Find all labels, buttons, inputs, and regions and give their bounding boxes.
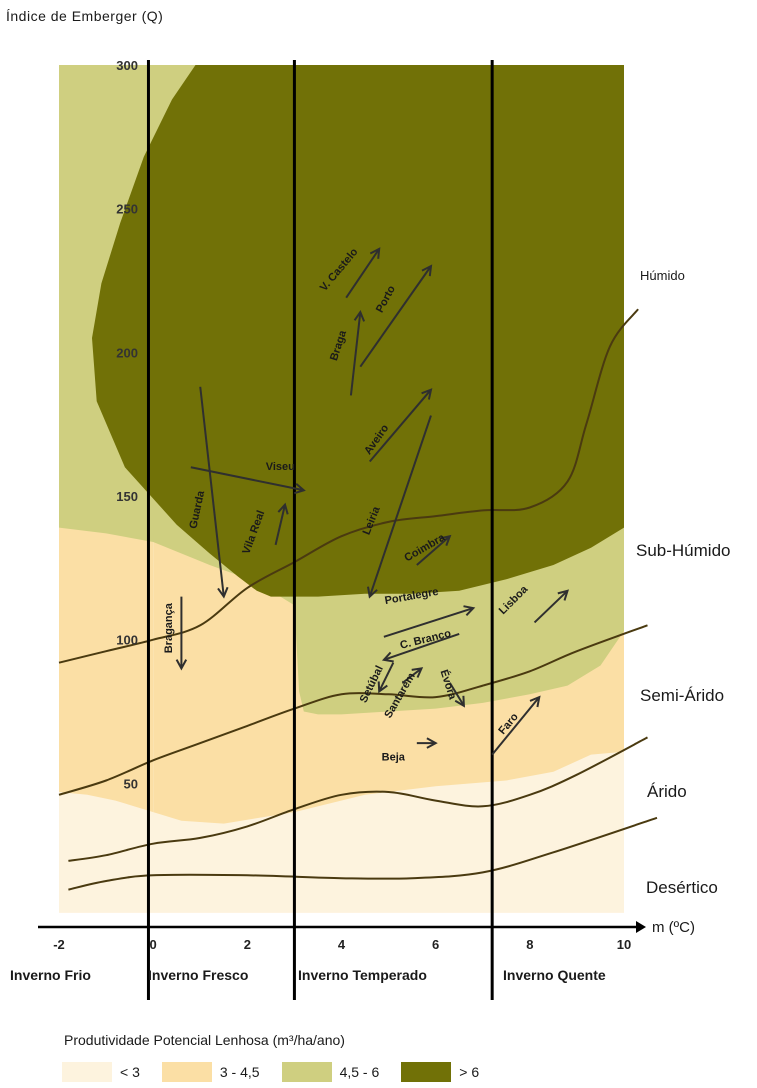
shift-arrow-line (383, 632, 460, 661)
shift-arrow-head (381, 651, 394, 663)
x-tick-label: 6 (432, 937, 439, 952)
shift-arrow-head (175, 659, 188, 671)
shift-arrow-line (383, 607, 474, 638)
winter-class-label: Inverno Frio (10, 967, 91, 983)
y-tick-label: 100 (116, 633, 138, 648)
chart-svg: m (ºC) -2 0 2 4 6 8 10 50 100 150 200 250 300 Húmido… (10, 58, 731, 1000)
winter-class-label: Inverno Fresco (148, 967, 248, 983)
shift-arrow-line (402, 667, 423, 684)
shift-arrow-head (377, 681, 388, 694)
y-axis-title: Índice de Emberger (Q) (6, 8, 164, 24)
shift-arrow-head (277, 502, 289, 515)
climate-zone-label: Desértico (646, 878, 718, 897)
zone-boundary-3 (58, 308, 639, 664)
x-axis-title: m (ºC) (652, 919, 695, 936)
shift-arrow-line (448, 682, 465, 707)
y-tick-label: 300 (116, 58, 138, 73)
winter-class-labels: Inverno Frio Inverno Fresco Inverno Temper… (10, 967, 606, 983)
climate-zone-label: Sub-Húmido (636, 541, 731, 560)
x-tick-label: 10 (617, 937, 631, 952)
shift-arrow-head (421, 388, 433, 400)
winter-dividers (146, 60, 494, 1000)
y-tick-label: 200 (116, 345, 138, 360)
zone-boundary-2 (58, 624, 648, 796)
legend-label-lt3: < 3 (120, 1064, 140, 1080)
shift-arrow-line (378, 662, 395, 692)
legend-swatch-gt6 (401, 1062, 452, 1082)
shift-arrow-line (274, 504, 286, 546)
shift-arrow-line (368, 389, 432, 463)
shift-arrow-head (294, 483, 306, 495)
region-label: Bragança (163, 602, 175, 653)
climate-zone-boundaries (58, 308, 658, 891)
x-tick-label: 0 (150, 937, 157, 952)
shift-arrow-head (353, 310, 366, 322)
shift-arrow-head (557, 589, 569, 601)
shift-arrow-line (199, 386, 225, 597)
productivity-regions (59, 65, 624, 913)
winter-class-label: Inverno Temperado (298, 967, 427, 983)
legend-title: Produtividade Potencial Lenhosa (m³/ha/a… (64, 1032, 345, 1048)
shift-arrow-head (529, 695, 541, 708)
region-label: Beja (382, 751, 406, 763)
shift-arrow-line (533, 590, 569, 624)
y-tick-label: 150 (116, 489, 138, 504)
legend-label-45-6: 4,5 - 6 (339, 1064, 380, 1080)
shift-arrow-head (421, 264, 433, 277)
shift-arrow-head (426, 737, 438, 749)
legend-item-gt6: > 6 (401, 1062, 479, 1082)
shift-arrow-line (368, 415, 432, 597)
zone-boundary-0 (68, 816, 658, 891)
legend-item-lt3: < 3 (62, 1062, 140, 1082)
legend-swatch-45-6 (281, 1062, 332, 1082)
axes: m (ºC) (38, 919, 695, 936)
shift-arrow-line (416, 535, 451, 566)
x-tick-label: 8 (526, 937, 533, 952)
legend-label-3-45: 3 - 4,5 (219, 1064, 260, 1080)
zone-boundary-1 (68, 736, 648, 862)
shift-arrow-head (217, 586, 229, 599)
shift-arrow-head (463, 605, 476, 616)
x-tick-label: 2 (244, 937, 251, 952)
climate-zone-label: Árido (647, 782, 687, 801)
shift-arrow-head (454, 695, 465, 708)
shift-arrow-line (349, 311, 362, 396)
x-tick-label: -2 (53, 937, 65, 952)
shift-arrow-line (491, 696, 541, 756)
x-axis-arrow (636, 921, 646, 933)
winter-class-label: Inverno Quente (503, 967, 606, 983)
climate-zone-label: Húmido (640, 268, 685, 283)
shift-arrow-head (369, 247, 381, 259)
climate-zone-labels: Húmido Sub-Húmido Semi-Árido Árido Desértico (636, 268, 731, 897)
legend-swatch-lt3 (62, 1062, 112, 1082)
legend-item-45-6: 4,5 - 6 (281, 1062, 380, 1082)
region-label: Viseu (266, 461, 295, 473)
legend-swatch-3-45 (161, 1062, 212, 1082)
shift-arrow-head (411, 667, 424, 678)
climate-zone-label: Semi-Árido (640, 686, 724, 705)
shift-arrow-head (367, 586, 378, 599)
tick-labels: -2 0 2 4 6 8 10 50 100 150 200 250 300 (53, 58, 631, 952)
x-tick-label: 4 (338, 937, 346, 952)
shift-arrow-line (345, 248, 380, 299)
shift-arrow-line (359, 265, 432, 368)
legend-label-gt6: > 6 (459, 1064, 480, 1080)
legend: < 3 3 - 4,5 4,5 - 6 > 6 (62, 1062, 501, 1082)
shift-arrow-head (439, 534, 452, 546)
y-tick-label: 250 (116, 202, 138, 217)
legend-item-3-45: 3 - 4,5 (161, 1062, 260, 1082)
y-tick-label: 50 (124, 776, 138, 791)
